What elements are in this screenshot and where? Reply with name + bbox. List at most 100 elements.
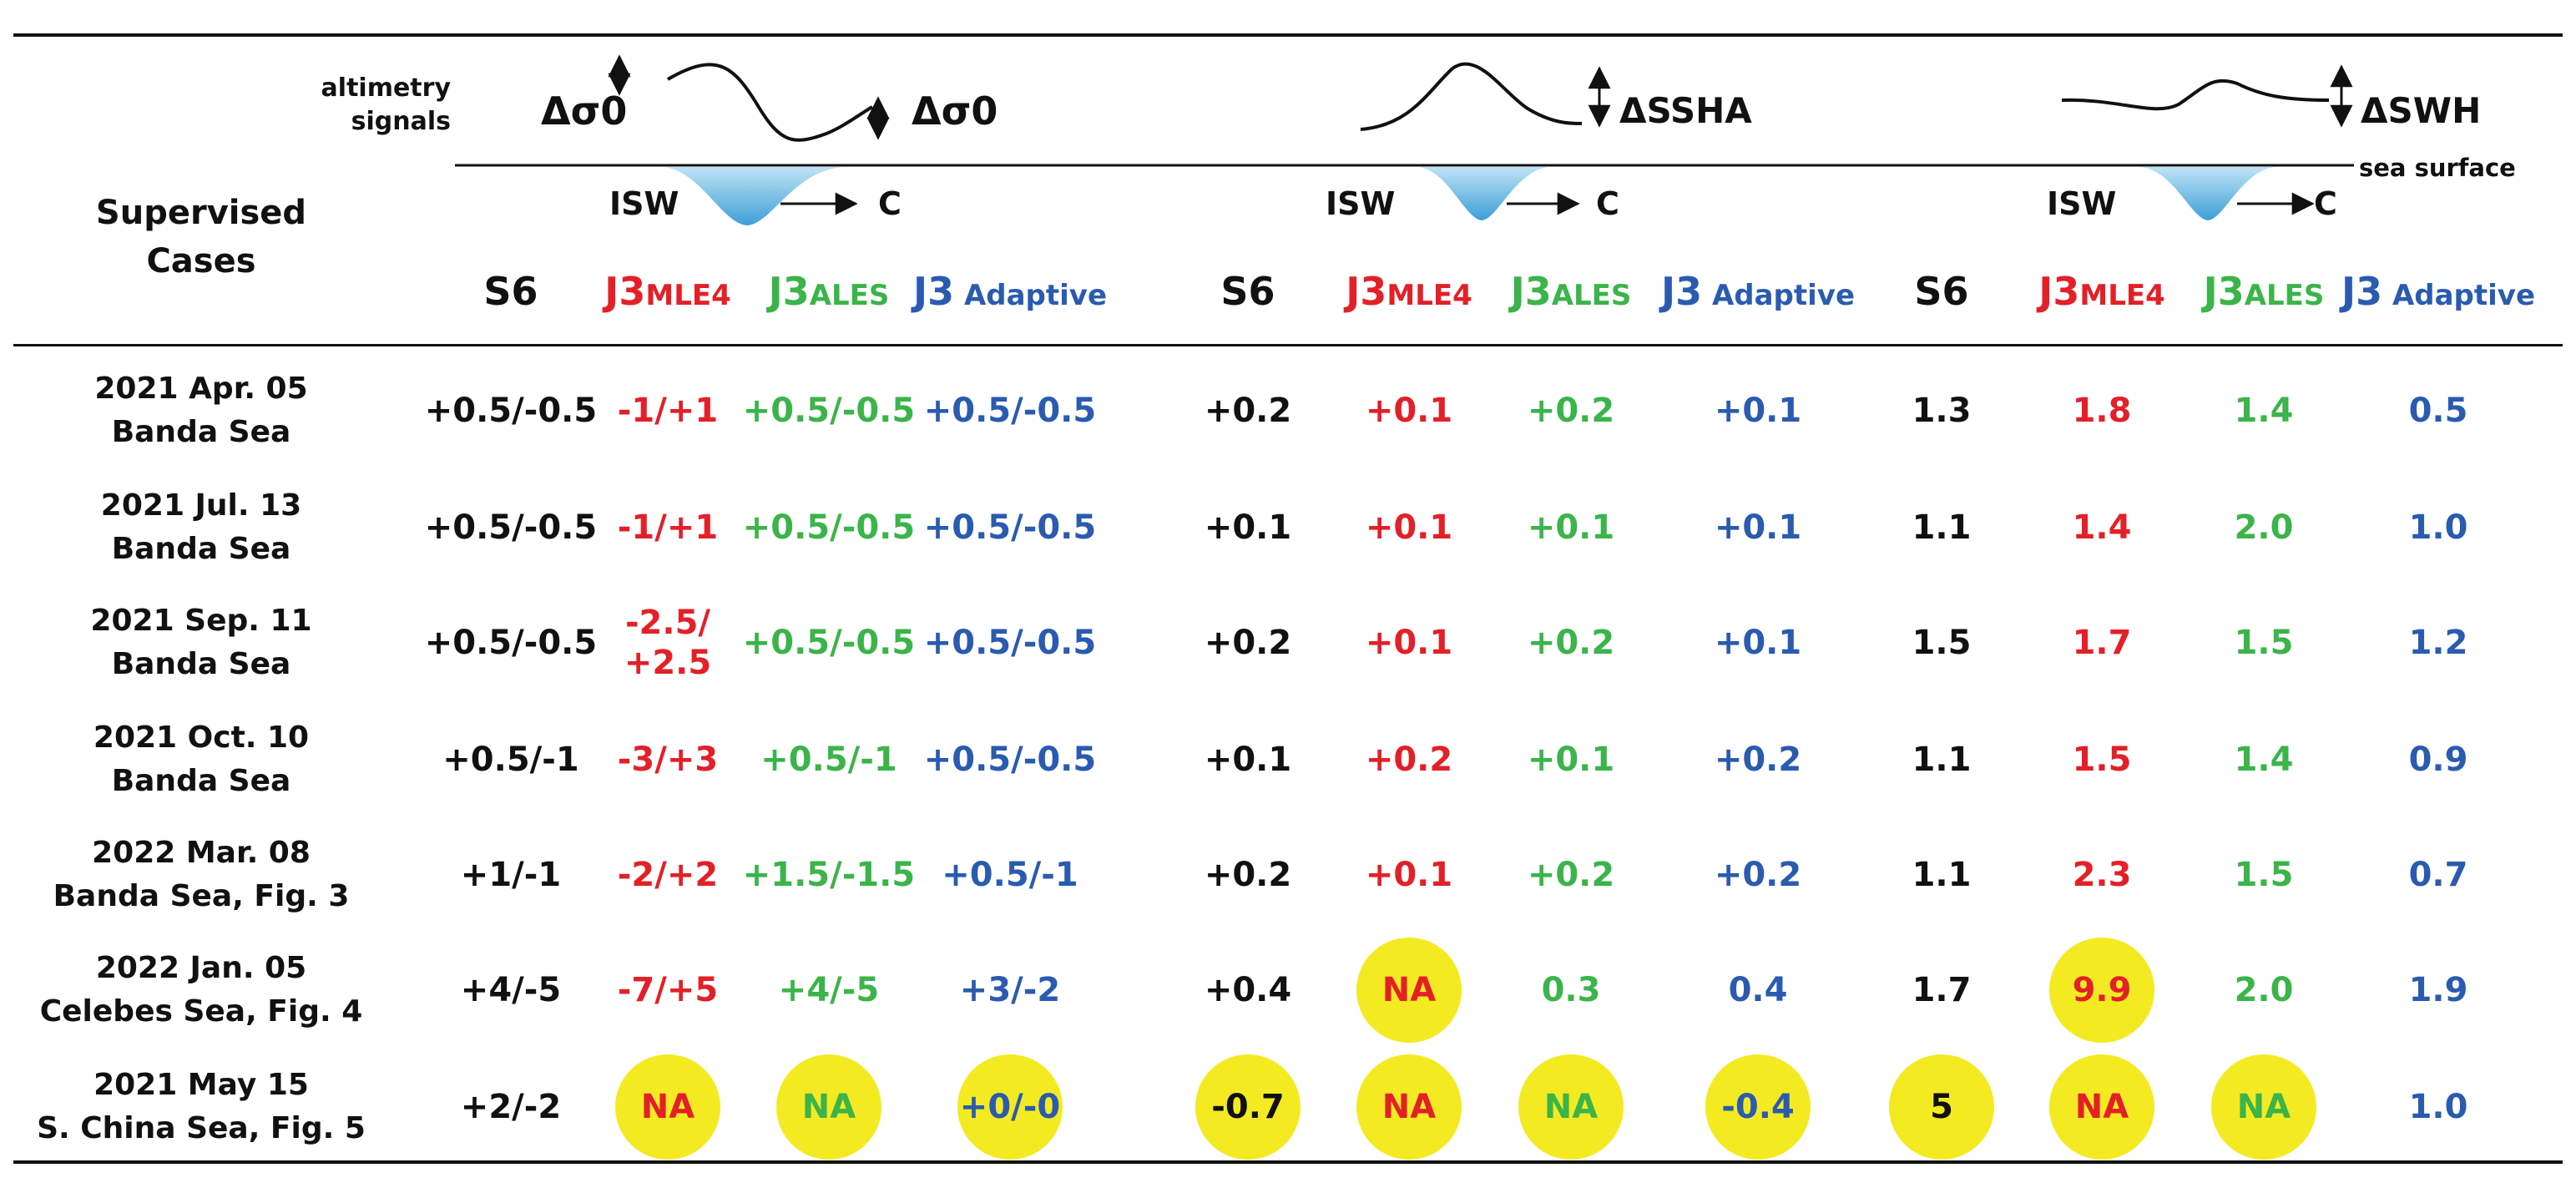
cell-value: +1.5/-1.5 <box>742 856 916 894</box>
table-cell: +0.4 <box>1148 948 1348 1032</box>
cell-value: NA <box>801 1088 856 1126</box>
cell-value: +0/-0 <box>959 1088 1061 1126</box>
c-label-1: C <box>878 185 902 222</box>
table-cell: 1.2 <box>2338 601 2538 685</box>
table-cell: NA <box>1309 1054 1509 1160</box>
table-cell: 5 <box>1841 1054 2042 1160</box>
cell-value: NA <box>2236 1088 2291 1126</box>
cell-value: -2/+2 <box>617 856 719 894</box>
table-cell: 1.4 <box>2164 718 2364 801</box>
cell-value: 1.4 <box>2072 508 2132 547</box>
cell-value: 1.4 <box>2234 741 2294 779</box>
table-cell: -1/+1 <box>568 486 768 569</box>
cell-value: NA <box>2074 1088 2129 1126</box>
table-cell: +0.1 <box>1658 369 1858 452</box>
cell-value: +0.1 <box>1527 741 1615 779</box>
table-cell: 2.3 <box>2002 833 2202 917</box>
isw-trough-2 <box>1419 167 1548 220</box>
isw-trough-1 <box>664 167 843 225</box>
cell-value: +0.5/-0.5 <box>742 624 916 662</box>
case-label: 2021 Apr. 05 Banda Sea <box>13 367 389 454</box>
cell-value: -0.4 <box>1721 1088 1795 1126</box>
table-cell: 1.1 <box>1841 833 2042 917</box>
case-place: Banda Sea <box>111 415 291 449</box>
row-header-line1: Supervised <box>95 194 307 232</box>
table-cell: +0/-0 <box>910 1054 1110 1160</box>
table-cell: +0.5/-0.5 <box>411 601 611 685</box>
column-header-main: J3 <box>2203 269 2245 314</box>
table-cell: +0.5/-0.5 <box>729 601 929 685</box>
column-header-main: J3 <box>912 269 955 314</box>
case-date: 2022 Mar. 08 <box>92 836 311 870</box>
table-cell: +0.5/-0.5 <box>729 369 929 452</box>
cell-value: NA <box>640 1088 695 1126</box>
cell-value: +4/-5 <box>460 971 562 1009</box>
table-cell: NA <box>1471 1054 1671 1160</box>
cell-value: +0.2 <box>1365 741 1453 779</box>
swh-label: ΔSWH <box>2361 90 2482 131</box>
column-header-ssha-j3-ales: J3ALES <box>1462 269 1679 314</box>
swh-signal-curve <box>2061 78 2330 111</box>
cell-value: +0.2 <box>1204 392 1292 430</box>
cell-value: 0.5 <box>2408 392 2468 430</box>
column-header-sigma0-j3-adaptive: J3 Adaptive <box>902 269 1119 314</box>
case-place: Banda Sea <box>111 764 291 798</box>
case-label: 2022 Jan. 05 Celebes Sea, Fig. 4 <box>13 947 389 1034</box>
cell-value: 1.8 <box>2072 392 2132 430</box>
table-cell: +0.5/-0.5 <box>411 369 611 452</box>
case-place: Celebes Sea, Fig. 4 <box>39 994 363 1029</box>
cell-value: +0.1 <box>1204 741 1292 779</box>
case-label: 2021 May 15 S. China Sea, Fig. 5 <box>13 1064 389 1150</box>
case-date: 2021 May 15 <box>93 1068 309 1102</box>
ssha-signal-curve <box>1360 62 1583 131</box>
table-cell: -7/+5 <box>568 948 768 1032</box>
case-place: Banda Sea, Fig. 3 <box>53 879 350 913</box>
cell-value: NA <box>1381 1088 1437 1126</box>
case-date: 2021 Apr. 05 <box>94 372 308 406</box>
cell-value: -1/+1 <box>617 508 719 547</box>
cell-value: +0.5/-1 <box>760 741 897 779</box>
case-label: 2021 Sep. 11 Banda Sea <box>13 599 389 686</box>
table-cell: 2.0 <box>2164 486 2364 569</box>
table-cell: 1.0 <box>2338 1065 2538 1149</box>
cell-value: 1.5 <box>2072 741 2132 779</box>
cell-value: -2.5/ +2.5 <box>624 604 712 682</box>
column-header-main: J3 <box>1660 269 1703 314</box>
column-header-sub: ALES <box>2244 279 2325 312</box>
isw-label-2: ISW <box>1326 185 1396 222</box>
c-label-2: C <box>1596 185 1619 222</box>
cell-value: -3/+3 <box>617 741 719 779</box>
table-cell: -2/+2 <box>568 833 768 917</box>
cell-value: +0.5/-0.5 <box>923 392 1097 430</box>
cell-value: +0.2 <box>1527 624 1615 662</box>
table-cell: +0.1 <box>1471 486 1671 569</box>
cell-value: +0.2 <box>1714 741 1802 779</box>
table-cell: +0.1 <box>1309 833 1509 917</box>
table-cell: 0.4 <box>1658 948 1858 1032</box>
altimetry-signals-label: altimetry signals <box>301 72 451 139</box>
cell-value: +0.2 <box>1714 856 1802 894</box>
table-cell: NA <box>2002 1054 2202 1160</box>
column-header-main: J3 <box>2038 269 2080 314</box>
cell-value: +0.5/-0.5 <box>424 508 598 547</box>
table-cell: +0.2 <box>1658 833 1858 917</box>
table-cell: 0.5 <box>2338 369 2538 452</box>
column-header-swh-j3-ales: J3ALES <box>2155 269 2372 314</box>
table-cell: +0.5/-0.5 <box>411 486 611 569</box>
cell-value: +0.1 <box>1365 508 1453 547</box>
cell-value: +0.5/-0.5 <box>923 741 1097 779</box>
table-cell: +0.2 <box>1148 601 1348 685</box>
cell-value: +1/-1 <box>460 856 562 894</box>
table-cell: 9.9 <box>2002 938 2202 1043</box>
column-header-ssha-j3-mle4: J3MLE4 <box>1301 269 1518 314</box>
cell-value: +0.1 <box>1365 856 1453 894</box>
column-header-sub: MLE4 <box>1386 279 1472 312</box>
cell-value: 0.7 <box>2408 856 2468 894</box>
cell-value: +0.1 <box>1714 392 1802 430</box>
cell-value: +0.2 <box>1204 856 1292 894</box>
cell-value: +0.2 <box>1204 624 1292 662</box>
sigma0-label-right: Δσ0 <box>912 88 998 134</box>
table-cell: +0.5/-1 <box>729 718 929 801</box>
column-header-sub: Adaptive <box>2382 279 2536 312</box>
table-cell: 1.1 <box>1841 718 2042 801</box>
